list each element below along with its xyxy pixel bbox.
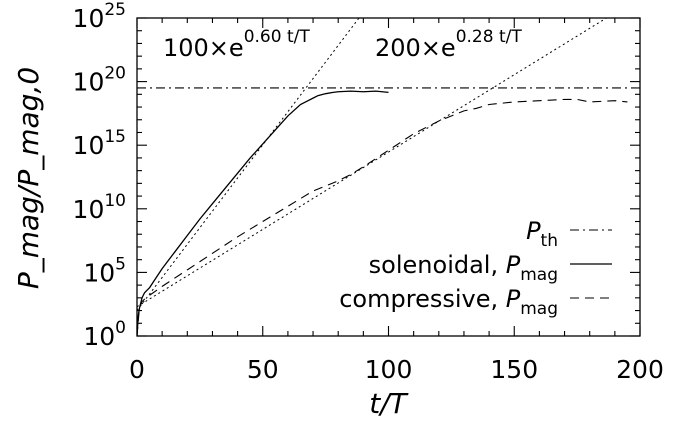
x-tick-label: 0 [129, 355, 145, 384]
x-axis-label: t/T [369, 387, 408, 420]
x-tick-label: 50 [247, 355, 279, 384]
y-axis-label: P_mag/P_mag,0 [12, 67, 45, 289]
legend-entry-p-th: Pth [526, 217, 558, 251]
legend-entry-solenoidal: solenoidal, Pmag [369, 251, 558, 285]
plot-frame [136, 17, 641, 337]
y-tick-label: 105 [83, 254, 126, 287]
y-tick-label: 1020 [73, 64, 126, 97]
legend-entry-compressive: compressive, Pmag [339, 285, 558, 319]
series-compressive-line [137, 98, 628, 336]
y-tick-labels: 100 105 1010 1015 1020 1025 [73, 0, 126, 351]
plot-area [137, 18, 640, 336]
x-tick-labels: 0 50 100 150 200 [129, 355, 664, 384]
x-tick-label: 100 [365, 355, 413, 384]
fit-annotation-fast: 100×e0.60 t/T [163, 27, 310, 62]
y-tick-label: 1015 [73, 127, 126, 160]
axis-ticks [136, 17, 641, 337]
x-tick-label: 200 [616, 355, 664, 384]
y-tick-label: 100 [83, 318, 126, 351]
series-solenoidal-line [137, 90, 389, 336]
y-tick-label: 1025 [73, 0, 126, 33]
fit-annotation-slow: 200×e0.28 t/T [375, 27, 522, 62]
fit-line-slow [137, 18, 608, 308]
legend: Pth solenoidal, Pmag compressive, Pmag [339, 217, 612, 319]
y-tick-label: 1010 [73, 191, 126, 224]
x-tick-label: 150 [490, 355, 538, 384]
